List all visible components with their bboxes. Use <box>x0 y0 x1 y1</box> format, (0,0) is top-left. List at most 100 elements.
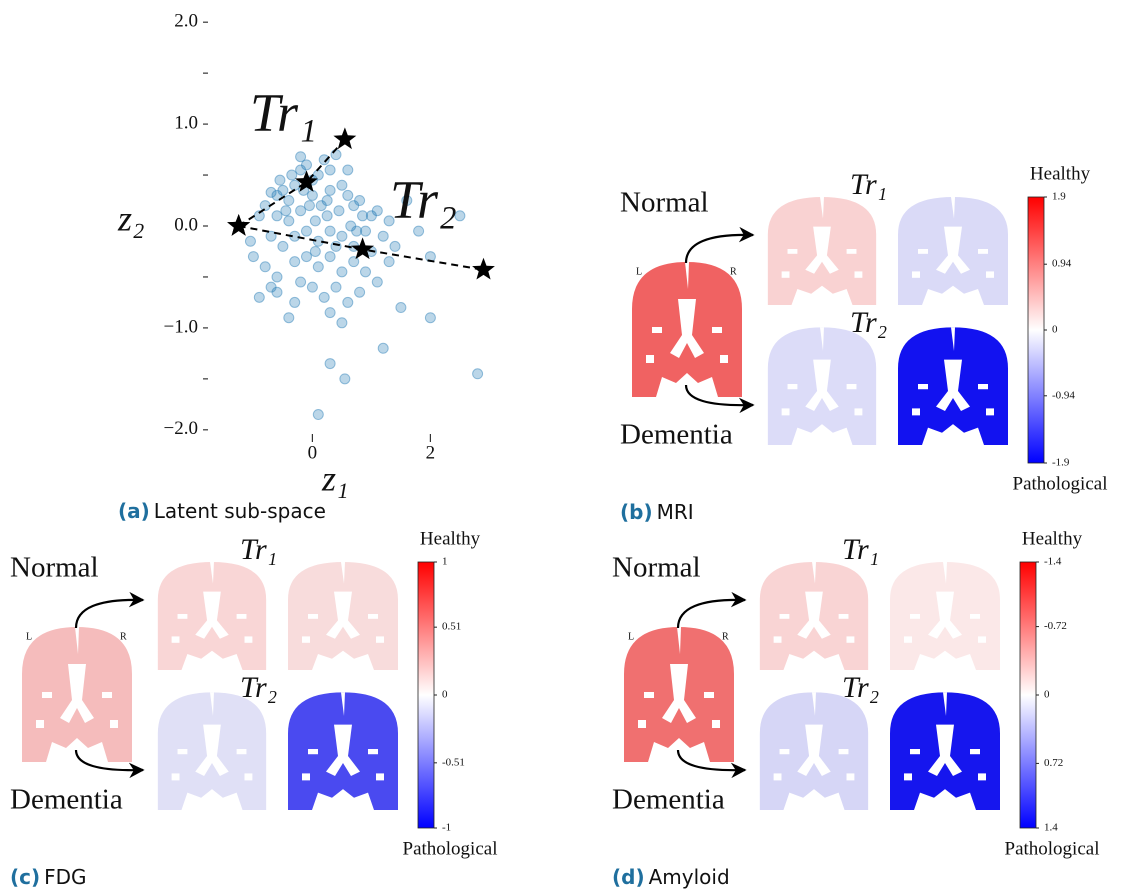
colorbar-bottom-label: Pathological <box>1013 473 1108 494</box>
colorbar-tick-label: 0 <box>442 689 448 701</box>
colorbar-tick-label: -1.9 <box>1052 457 1070 469</box>
brain-slice <box>898 327 1008 445</box>
brain-fissure <box>210 692 214 716</box>
colorbar <box>1019 561 1037 829</box>
brain-gap <box>912 408 920 416</box>
brain-gap <box>236 614 247 619</box>
brain-gap <box>720 355 728 363</box>
brain-gap <box>910 614 920 619</box>
x-tick-label: 2 <box>426 442 436 463</box>
brain-gap <box>781 408 790 416</box>
right-label: R <box>722 631 729 642</box>
trajectory-label: Tr₁ <box>250 82 317 142</box>
brain-gap <box>236 749 247 755</box>
brain-fissure <box>685 262 689 289</box>
brain-slice <box>767 327 877 445</box>
scatter-point <box>339 373 351 385</box>
scatter-point <box>280 205 292 217</box>
scatter-point <box>265 281 277 293</box>
scatter-point <box>309 245 321 257</box>
brain-gap <box>978 773 986 781</box>
brain-fissure <box>812 562 816 584</box>
scatter-point <box>336 266 348 278</box>
scatter-point <box>321 195 333 207</box>
scatter-point <box>336 317 348 329</box>
scatter-point <box>271 210 283 222</box>
colorbar <box>1027 196 1045 464</box>
tr2-label: Tr₂ <box>240 671 277 704</box>
tr1-label: Tr₁ <box>240 533 277 566</box>
scatter-point <box>324 358 336 370</box>
trajectory-star <box>333 127 357 150</box>
scatter-point <box>295 151 307 163</box>
colorbar-top-label: Healthy <box>1030 163 1091 184</box>
scatter-point <box>383 256 395 268</box>
scatter-point <box>342 296 354 308</box>
brain-gap <box>854 408 863 416</box>
y-tick-label: 1.0 <box>174 112 198 133</box>
scatter-point <box>348 200 360 212</box>
caption-label: (b) <box>620 500 653 524</box>
arrow <box>74 749 145 779</box>
scatter-point <box>371 205 383 217</box>
brain-gap <box>712 720 720 728</box>
arrow <box>684 226 755 264</box>
brain-fissure <box>951 197 955 219</box>
brain-ventricles <box>928 591 962 639</box>
scatter-point <box>247 251 259 263</box>
scatter-point <box>244 235 256 247</box>
scatter-point <box>318 291 330 303</box>
scatter-point <box>324 184 336 196</box>
brain-slice <box>759 692 869 810</box>
brain-slice <box>632 262 742 397</box>
caption: (c) FDG <box>10 865 87 889</box>
brain-fissure <box>820 197 824 219</box>
scatter-point <box>277 184 289 196</box>
brain-gap <box>42 692 52 698</box>
brain-gap <box>912 271 920 278</box>
brain-fissure <box>677 627 681 654</box>
scatter-point <box>342 164 354 176</box>
brain-gap <box>773 773 782 781</box>
caption-label: (c) <box>10 865 40 889</box>
scatter-point <box>336 179 348 191</box>
scatter-point <box>424 312 436 324</box>
scatter-point <box>360 225 371 237</box>
brain-gap <box>712 327 722 333</box>
brain-gap <box>838 749 849 755</box>
brain-slice <box>157 692 267 810</box>
brain-gap <box>978 636 986 643</box>
caption-text: Amyloid <box>649 865 730 889</box>
scatter-point <box>306 281 318 293</box>
brain-ventricles <box>195 724 229 777</box>
scatter-point <box>315 200 327 212</box>
brain-gap <box>846 384 857 390</box>
brain-gap <box>704 692 714 698</box>
right-label: R <box>730 266 737 277</box>
brain-gap <box>376 636 384 643</box>
colorbar-tick-label: 0.94 <box>1052 258 1072 270</box>
brain-gap <box>970 749 980 755</box>
tr1-label: Tr₁ <box>842 533 879 566</box>
brain-slice <box>288 692 398 810</box>
scatter-point <box>274 174 286 186</box>
brain-ventricles <box>928 724 962 777</box>
left-label: L <box>26 631 32 642</box>
caption-label: (a) <box>118 499 150 523</box>
scatter-point <box>324 307 336 319</box>
colorbar-tick-label: 1.9 <box>1052 191 1066 203</box>
x-tick-label: 0 <box>308 442 318 463</box>
tr1-label: Tr₁ <box>850 168 887 201</box>
brain-slice <box>22 627 132 762</box>
brain-gap <box>838 614 849 619</box>
scatter-point <box>389 240 401 252</box>
scatter-point <box>401 195 413 207</box>
brain-gap <box>110 720 118 728</box>
brain-fissure <box>943 692 947 716</box>
tr2-label: Tr₂ <box>850 306 887 339</box>
brain-fissure <box>820 327 824 351</box>
caption-text: Latent sub-space <box>154 499 326 523</box>
scatter-point <box>301 251 312 263</box>
normal-label: Normal <box>620 187 709 219</box>
brain-gap <box>308 749 318 755</box>
